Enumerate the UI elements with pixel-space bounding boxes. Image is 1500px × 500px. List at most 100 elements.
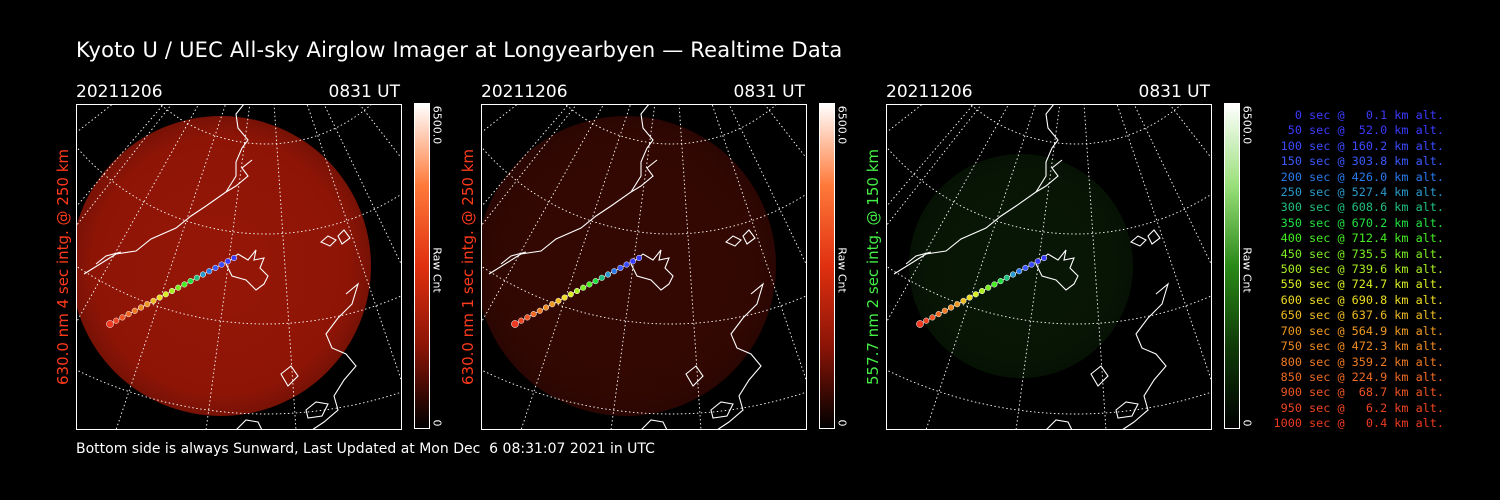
trajectory-point [1009,271,1017,278]
trajectory-point [580,284,587,291]
trajectory-point [549,301,556,308]
trajectory-point [137,304,145,311]
panel-2-colorbar-max: 6500.0 [835,105,849,145]
trajectory-point [623,261,630,268]
trajectory [106,254,238,328]
lat-lon-grid [886,104,1212,430]
trajectory-point [611,268,618,275]
trajectory-point [193,274,200,281]
legend-row: 400 sec @ 712.4 km alt. [1273,231,1444,246]
legend-row: 900 sec @ 68.7 km alt. [1273,385,1444,400]
trajectory-point [119,314,126,321]
trajectory-point [144,301,151,308]
trajectory-point [966,294,973,301]
trajectory-point [224,258,231,265]
trajectory-point [991,281,998,288]
trajectory-point [1016,268,1023,275]
coastlines [488,104,765,430]
trajectory-point [592,278,599,285]
trajectory-point [561,294,568,301]
allsky-map-2 [481,104,807,430]
trajectory-point [187,278,194,285]
trajectory-point [218,261,225,268]
allsky-panel-2: 20211206 0831 UT [481,82,811,432]
trajectory-point [985,284,992,291]
coastlines [893,104,1170,430]
panel-1-date: 20211206 [76,82,163,102]
trajectory-point [1028,261,1035,268]
legend-row: 700 sec @ 564.9 km alt. [1273,323,1444,338]
trajectory-point [567,291,574,298]
trajectory-point [997,278,1004,285]
legend-row: 950 sec @ 6.2 km alt. [1273,400,1444,415]
trajectory-point [150,297,157,304]
trajectory-point [536,307,543,314]
trajectory-point [1022,264,1029,271]
allsky-map-1 [76,104,402,430]
trajectory-point [604,271,612,278]
trajectory-point [175,284,182,291]
trajectory-point [573,287,581,295]
legend-row: 500 sec @ 739.6 km alt. [1273,262,1444,277]
legend-row: 100 sec @ 160.2 km alt. [1273,138,1444,153]
trajectory-point [168,287,176,295]
trajectory-point [954,301,961,308]
trajectory-point [947,304,955,311]
trajectory-point [162,291,169,298]
legend-row: 800 sec @ 359.2 km alt. [1273,354,1444,369]
trajectory-point [935,311,942,318]
trajectory-point [131,307,138,314]
panel-3-colorbar-min: 0 [1240,419,1254,427]
trajectory-point [635,254,643,262]
trajectory-point [206,268,213,275]
panel-2-ylabel-text: 630.0 nm 1 sec intg. @ 250 km [459,148,477,386]
panel-2-date: 20211206 [481,82,568,102]
trajectory-point [972,291,979,298]
trajectory-point [106,320,114,328]
trajectory-point [598,274,605,281]
coastlines [83,104,360,430]
panel-1-ylabel: 630.0 nm 4 sec intg. @ 250 km [53,104,73,430]
trajectory-point [511,320,519,328]
allsky-panel-3: 20211206 0831 UT [886,82,1216,432]
panel-1-colorbar-min: 0 [430,419,444,427]
trajectory-point [617,264,624,271]
legend-row: 150 sec @ 303.8 km alt. [1273,154,1444,169]
panel-3-colorbar [1224,103,1240,429]
panel-2-colorbar-label: Raw Cnt [835,247,849,293]
trajectory-point [1040,254,1048,262]
trajectory-point [586,281,593,288]
trajectory-point [518,317,525,324]
lat-lon-grid [481,104,807,430]
legend-row: 300 sec @ 608.6 km alt. [1273,200,1444,215]
legend-row: 1000 sec @ 0.4 km alt. [1273,416,1444,431]
legend-row: 550 sec @ 724.7 km alt. [1273,277,1444,292]
panel-2-colorbar [819,103,835,429]
trajectory-point [1003,274,1010,281]
trajectory [916,254,1048,328]
trajectory-point [929,314,936,321]
trajectory-point [230,254,238,262]
panel-1-colorbar [414,103,430,429]
panel-1-time: 0831 UT [328,82,401,102]
trajectory [511,254,643,328]
legend-row: 350 sec @ 670.2 km alt. [1273,215,1444,230]
legend-row: 750 sec @ 472.3 km alt. [1273,339,1444,354]
trajectory-point [212,264,219,271]
trajectory-point [941,307,948,314]
trajectory-point [555,297,562,304]
trajectory-point [199,271,207,278]
legend-row: 50 sec @ 52.0 km alt. [1273,123,1444,138]
panel-2-ylabel: 630.0 nm 1 sec intg. @ 250 km [458,104,478,430]
trajectory-legend: 0 sec @ 0.1 km alt. 50 sec @ 52.0 km alt… [1258,108,1444,432]
panel-3-ylabel-text: 557.7 nm 2 sec intg. @ 150 km [864,148,882,386]
legend-row: 250 sec @ 527.4 km alt. [1273,185,1444,200]
allsky-panel-1: 20211206 0831 UT [76,82,406,432]
trajectory-point [524,314,531,321]
panel-2-colorbar-min: 0 [835,419,849,427]
trajectory-point [181,281,188,288]
panel-3-colorbar-label: Raw Cnt [1240,247,1254,293]
panel-1-ylabel-text: 630.0 nm 4 sec intg. @ 250 km [54,148,72,386]
footer-status: Bottom side is always Sunward, Last Upda… [76,441,655,457]
legend-row: 650 sec @ 637.6 km alt. [1273,308,1444,323]
